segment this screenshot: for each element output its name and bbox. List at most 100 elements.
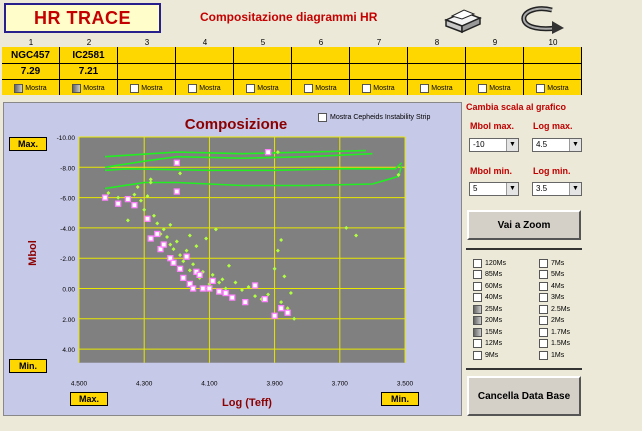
cluster-value[interactable]: 7.21 xyxy=(60,64,117,80)
cluster-value[interactable] xyxy=(350,64,407,80)
chevron-down-icon[interactable]: ▼ xyxy=(569,183,581,195)
show-checkbox[interactable] xyxy=(304,83,314,93)
cluster-value[interactable] xyxy=(466,64,523,80)
mass-track-toggle[interactable]: 25Ms xyxy=(473,304,502,314)
cluster-value[interactable] xyxy=(118,64,175,80)
mass-track-toggle[interactable]: 3Ms xyxy=(539,293,564,303)
show-toggle[interactable]: Mostra xyxy=(234,80,291,96)
ymin-button[interactable]: Min. xyxy=(9,359,47,373)
mass-checkbox[interactable] xyxy=(539,258,548,268)
return-arrow-icon[interactable] xyxy=(516,4,566,36)
mass-track-toggle[interactable]: 12Ms xyxy=(473,339,502,349)
mass-track-toggle[interactable]: 5Ms xyxy=(539,270,564,280)
show-checkbox[interactable] xyxy=(14,83,24,93)
mass-checkbox[interactable] xyxy=(539,293,548,302)
data-point-diamond xyxy=(246,284,251,289)
data-point-square xyxy=(189,285,197,292)
show-checkbox[interactable] xyxy=(536,83,546,93)
show-checkbox[interactable] xyxy=(246,83,256,93)
mass-track-toggle[interactable]: 2Ms xyxy=(539,316,564,326)
mass-checkbox[interactable] xyxy=(539,316,548,325)
chevron-down-icon[interactable]: ▼ xyxy=(506,183,518,195)
show-toggle[interactable]: Mostra xyxy=(176,80,233,96)
cluster-name[interactable] xyxy=(292,47,349,64)
mass-checkbox[interactable] xyxy=(539,281,548,291)
mbol-max-select[interactable]: -10 ▼ xyxy=(469,138,519,152)
cluster-value[interactable] xyxy=(524,64,581,80)
mass-checkbox[interactable] xyxy=(539,270,548,279)
cluster-name[interactable]: IC2581 xyxy=(60,47,117,64)
mass-track-toggle[interactable]: 1.5Ms xyxy=(539,339,570,349)
show-toggle[interactable]: Mostra xyxy=(292,80,349,96)
mass-track-toggle[interactable]: 1Ms xyxy=(539,350,564,360)
mass-checkbox[interactable] xyxy=(473,270,482,279)
show-checkbox[interactable] xyxy=(72,83,82,93)
mass-checkbox[interactable] xyxy=(473,258,482,268)
column-number: 8 xyxy=(434,38,440,47)
cluster-name[interactable] xyxy=(234,47,291,64)
cluster-value[interactable]: 7.29 xyxy=(2,64,59,80)
mass-checkbox[interactable] xyxy=(539,327,548,337)
show-checkbox[interactable] xyxy=(188,83,198,93)
data-point-square xyxy=(251,282,259,289)
cluster-value[interactable] xyxy=(292,64,349,80)
mass-checkbox[interactable] xyxy=(539,350,548,360)
ymax-button[interactable]: Max. xyxy=(9,137,47,151)
show-toggle[interactable]: Mostra xyxy=(524,80,581,96)
show-toggle[interactable]: Mostra xyxy=(60,80,117,96)
show-toggle[interactable]: Mostra xyxy=(408,80,465,96)
cluster-value[interactable] xyxy=(408,64,465,80)
cluster-name[interactable]: NGC457 xyxy=(2,47,59,64)
xmin-button[interactable]: Min. xyxy=(381,392,419,406)
mbol-min-select[interactable]: 5 ▼ xyxy=(469,182,519,196)
mass-track-toggle[interactable]: 4Ms xyxy=(539,281,564,291)
mass-checkbox[interactable] xyxy=(539,339,548,348)
show-toggle[interactable]: Mostra xyxy=(350,80,407,96)
mass-checkbox[interactable] xyxy=(473,327,482,337)
mass-checkbox[interactable] xyxy=(473,304,482,314)
zoom-button[interactable]: Vai a Zoom xyxy=(467,210,581,240)
mass-checkbox[interactable] xyxy=(473,339,482,348)
show-toggle[interactable]: Mostra xyxy=(118,80,175,96)
mass-track-toggle[interactable]: 120Ms xyxy=(473,258,506,268)
mass-checkbox[interactable] xyxy=(539,304,548,314)
mass-track-toggle[interactable]: 2.5Ms xyxy=(539,304,570,314)
cluster-name[interactable] xyxy=(466,47,523,64)
cluster-value[interactable] xyxy=(234,64,291,80)
cluster-value[interactable] xyxy=(176,64,233,80)
show-checkbox[interactable] xyxy=(420,83,430,93)
mass-track-toggle[interactable]: 40Ms xyxy=(473,293,502,303)
mass-track-toggle[interactable]: 20Ms xyxy=(473,316,502,326)
cluster-name[interactable] xyxy=(176,47,233,64)
log-min-select[interactable]: 3.5 ▼ xyxy=(532,182,582,196)
cepheids-checkbox[interactable] xyxy=(318,113,327,122)
cluster-name[interactable] xyxy=(524,47,581,64)
mass-checkbox[interactable] xyxy=(473,350,482,360)
chart-title: Composizione xyxy=(185,116,288,133)
mass-checkbox[interactable] xyxy=(473,316,482,325)
y-tick-label: 0.00 xyxy=(62,287,75,294)
cluster-name[interactable] xyxy=(408,47,465,64)
clear-database-button[interactable]: Cancella Data Base xyxy=(467,376,581,416)
show-toggle[interactable]: Mostra xyxy=(466,80,523,96)
mass-track-toggle[interactable]: 60Ms xyxy=(473,281,502,291)
mass-track-toggle[interactable]: 7Ms xyxy=(539,258,564,268)
mass-track-toggle[interactable]: 1.7Ms xyxy=(539,327,570,337)
mass-checkbox[interactable] xyxy=(473,293,482,302)
show-checkbox[interactable] xyxy=(478,83,488,93)
show-checkbox[interactable] xyxy=(362,83,372,93)
show-checkbox[interactable] xyxy=(130,83,140,93)
chevron-down-icon[interactable]: ▼ xyxy=(506,139,518,151)
mass-track-toggle[interactable]: 9Ms xyxy=(473,350,498,360)
cepheids-toggle[interactable]: Mostra Cepheids Instability Strip xyxy=(318,113,430,122)
printer-icon[interactable] xyxy=(438,4,488,36)
mass-track-toggle[interactable]: 85Ms xyxy=(473,270,502,280)
cluster-name[interactable] xyxy=(350,47,407,64)
cluster-name[interactable] xyxy=(118,47,175,64)
log-max-select[interactable]: 4.5 ▼ xyxy=(532,138,582,152)
mass-track-toggle[interactable]: 15Ms xyxy=(473,327,502,337)
mass-checkbox[interactable] xyxy=(473,281,482,291)
chevron-down-icon[interactable]: ▼ xyxy=(569,139,581,151)
xmax-button[interactable]: Max. xyxy=(70,392,108,406)
show-toggle[interactable]: Mostra xyxy=(2,80,59,96)
